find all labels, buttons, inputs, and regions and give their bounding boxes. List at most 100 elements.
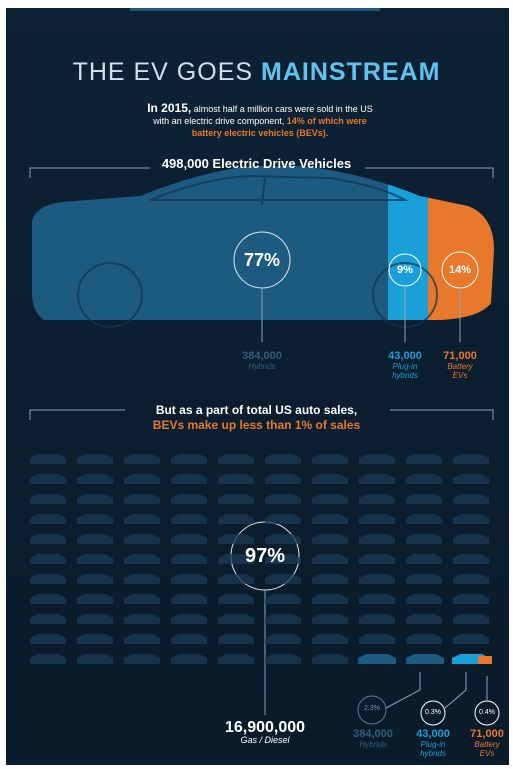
car-icon	[406, 514, 442, 524]
car-icon	[218, 634, 254, 644]
section2-heading: But as a part of total US auto sales,BEV…	[0, 403, 513, 433]
type: Plug-in hybrids	[416, 740, 450, 758]
type: Battery EVs	[443, 362, 477, 380]
car-icon	[218, 494, 254, 504]
car-icon	[359, 634, 395, 644]
car-icon	[312, 514, 348, 524]
car-icon	[30, 654, 66, 664]
car-icon	[453, 614, 489, 624]
car-icon	[453, 554, 489, 564]
car-icon	[406, 474, 442, 484]
top-glow	[130, 8, 380, 11]
car-icon	[265, 534, 301, 544]
car-icon	[218, 454, 254, 464]
car-icon	[77, 474, 113, 484]
car-icon	[265, 454, 301, 464]
car-icon	[359, 574, 395, 584]
car-icon	[265, 654, 301, 664]
car-icon	[453, 634, 489, 644]
car-icon	[124, 554, 160, 564]
count: 71,000	[470, 728, 504, 740]
car-icon	[171, 454, 207, 464]
car-icon	[359, 554, 395, 564]
car-icon	[406, 534, 442, 544]
car-icon	[359, 534, 395, 544]
type: Hybrids	[345, 740, 401, 749]
title-light: THE EV GOES	[73, 58, 253, 86]
car-icon	[171, 614, 207, 624]
car-icon	[77, 594, 113, 604]
car-icon	[124, 534, 160, 544]
car-icon	[312, 574, 348, 584]
car-icon	[265, 594, 301, 604]
infographic: THE EV GOES MAINSTREAM In 2015, almost h…	[0, 0, 513, 769]
car-icon	[30, 514, 66, 524]
car-icon	[77, 454, 113, 464]
title: THE EV GOES MAINSTREAM	[0, 58, 513, 87]
car-icon	[124, 614, 160, 624]
car-icon	[218, 614, 254, 624]
car-icon	[312, 634, 348, 644]
car-icon	[30, 454, 66, 464]
car-icon	[312, 494, 348, 504]
car-icon	[77, 654, 113, 664]
car-icon	[77, 574, 113, 584]
car-icon	[124, 514, 160, 524]
type: Hybrids	[222, 362, 302, 371]
type: Gas / Diesel	[205, 736, 325, 745]
percent: 0.3%	[418, 709, 448, 716]
car-icon	[30, 474, 66, 484]
car-icon	[77, 494, 113, 504]
count: 71,000	[443, 350, 477, 362]
percent: 0.4%	[472, 709, 502, 716]
car-icon	[77, 634, 113, 644]
car-icon	[30, 494, 66, 504]
car-icon	[453, 594, 489, 604]
car-icon	[171, 654, 207, 664]
car-icon	[30, 534, 66, 544]
car-icon	[453, 454, 489, 464]
car-icon	[406, 494, 442, 504]
car-icon	[453, 534, 489, 544]
car-icon	[124, 454, 160, 464]
car-icon	[171, 554, 207, 564]
car-icon	[218, 474, 254, 484]
car-icon	[77, 514, 113, 524]
car-icon	[358, 654, 396, 664]
car-icon	[359, 474, 395, 484]
car-icon	[406, 454, 442, 464]
car-icon	[265, 574, 301, 584]
percent: 77%	[232, 250, 292, 271]
car-icon	[124, 634, 160, 644]
percent: 9%	[385, 264, 425, 276]
car-icon	[124, 494, 160, 504]
car-icon	[312, 654, 348, 664]
car-icon	[406, 654, 444, 664]
heading: But as a part of total US auto sales,	[156, 403, 357, 417]
car-icon	[218, 514, 254, 524]
label: 43,000Plug-in hybrids	[380, 350, 430, 380]
car-icon	[77, 614, 113, 624]
car-icon	[77, 554, 113, 564]
count: 43,000	[388, 350, 422, 362]
car-icon	[218, 574, 254, 584]
car-icon	[171, 514, 207, 524]
car-icon	[453, 494, 489, 504]
highlight: BEVs make up less than 1% of sales	[153, 418, 360, 432]
count: 43,000	[416, 728, 450, 740]
car-icon	[406, 554, 442, 564]
type: Plug-in hybrids	[388, 362, 422, 380]
car-icon	[359, 614, 395, 624]
car-icon	[359, 594, 395, 604]
car-icon	[312, 474, 348, 484]
intro-lead: In 2015,	[147, 101, 191, 115]
car-icon	[124, 474, 160, 484]
percent: 2.3%	[355, 705, 389, 712]
count: 384,000	[353, 728, 393, 740]
car-icon	[406, 574, 442, 584]
type: Battery EVs	[470, 740, 504, 758]
car-icon	[124, 654, 160, 664]
